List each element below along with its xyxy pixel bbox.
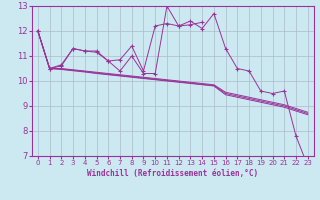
X-axis label: Windchill (Refroidissement éolien,°C): Windchill (Refroidissement éolien,°C) <box>87 169 258 178</box>
